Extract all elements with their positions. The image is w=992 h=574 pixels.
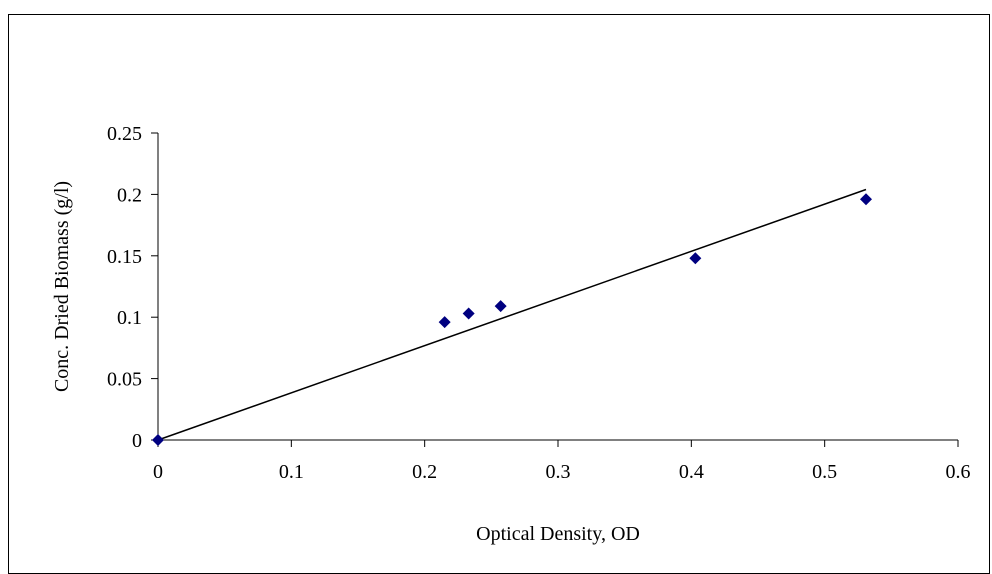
y-tick-label: 0 [132, 430, 142, 452]
x-axis-title: Optical Density, OD [476, 523, 640, 545]
y-tick-label: 0.2 [117, 184, 142, 206]
x-tick-label: 0.3 [546, 461, 571, 483]
x-tick-label: 0.2 [412, 461, 437, 483]
x-tick-label: 0.5 [812, 461, 837, 483]
data-point [152, 434, 164, 446]
data-point [494, 300, 507, 313]
y-tick-label: 0.05 [107, 369, 142, 391]
chart-frame [8, 14, 990, 574]
y-axis-title: Conc. Dried Biomass (g/l) [51, 181, 73, 392]
x-tick-label: 0.6 [946, 461, 971, 483]
x-tick-label: 0.4 [679, 461, 704, 483]
data-point [689, 252, 702, 265]
data-point [860, 193, 872, 206]
y-tick-label: 0.25 [107, 123, 142, 145]
plot-area: 0 0.1 0.2 0.3 0.4 0.5 0.6 0 0.05 0.1 0.15 0.2 0.25 [107, 123, 971, 483]
y-tick-label: 0.1 [117, 307, 142, 329]
x-tick-label: 0.1 [279, 461, 304, 483]
data-point [438, 316, 451, 329]
trendline [157, 188, 867, 441]
y-tick-label: 0.15 [107, 246, 142, 268]
x-tick-label: 0 [153, 461, 163, 483]
data-point [462, 307, 475, 320]
